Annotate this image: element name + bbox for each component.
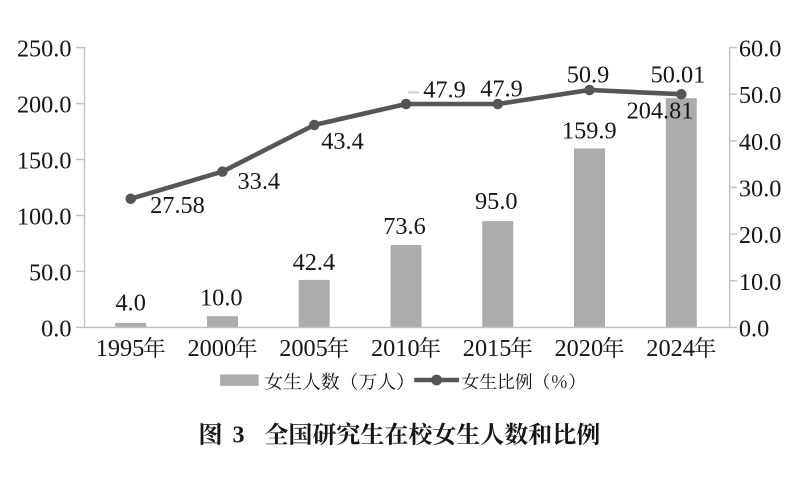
svg-text:2000: 2000: [188, 335, 237, 362]
svg-text:2005: 2005: [279, 335, 328, 362]
svg-text:150.0: 150.0: [17, 148, 72, 175]
svg-text:73.6: 73.6: [383, 213, 426, 240]
svg-text:200.0: 200.0: [17, 92, 72, 119]
svg-text:250.0: 250.0: [17, 36, 72, 63]
svg-text:20.0: 20.0: [739, 222, 782, 249]
svg-text:50.9: 50.9: [567, 62, 610, 89]
svg-text:4.0: 4.0: [116, 290, 146, 317]
svg-text:30.0: 30.0: [739, 176, 782, 203]
svg-text:47.9: 47.9: [423, 77, 466, 104]
svg-text:2024: 2024: [646, 335, 695, 362]
svg-text:10.0: 10.0: [200, 284, 243, 311]
svg-text:47.9: 47.9: [480, 75, 523, 102]
svg-text:40.0: 40.0: [739, 129, 782, 156]
svg-text:204.81: 204.81: [627, 98, 694, 125]
svg-text:95.0: 95.0: [475, 188, 518, 215]
svg-text:50.0: 50.0: [29, 259, 72, 286]
svg-text:27.58: 27.58: [150, 192, 205, 219]
svg-text:159.9: 159.9: [562, 118, 617, 145]
svg-text:2015: 2015: [463, 335, 512, 362]
svg-text:50.01: 50.01: [651, 62, 706, 89]
svg-text:43.4: 43.4: [321, 128, 364, 155]
svg-text:50.0: 50.0: [739, 82, 782, 109]
svg-text:1995: 1995: [96, 335, 145, 362]
svg-text:0.0: 0.0: [739, 315, 769, 342]
svg-text:60.0: 60.0: [739, 36, 782, 63]
svg-text:42.4: 42.4: [293, 249, 336, 276]
svg-text:33.4: 33.4: [238, 168, 281, 195]
svg-text:100.0: 100.0: [17, 204, 72, 231]
svg-text:3: 3: [233, 422, 245, 448]
svg-text:2020: 2020: [555, 335, 604, 362]
svg-text:10.0: 10.0: [739, 269, 782, 296]
svg-text:2010: 2010: [371, 335, 420, 362]
svg-text:0.0: 0.0: [41, 315, 71, 342]
